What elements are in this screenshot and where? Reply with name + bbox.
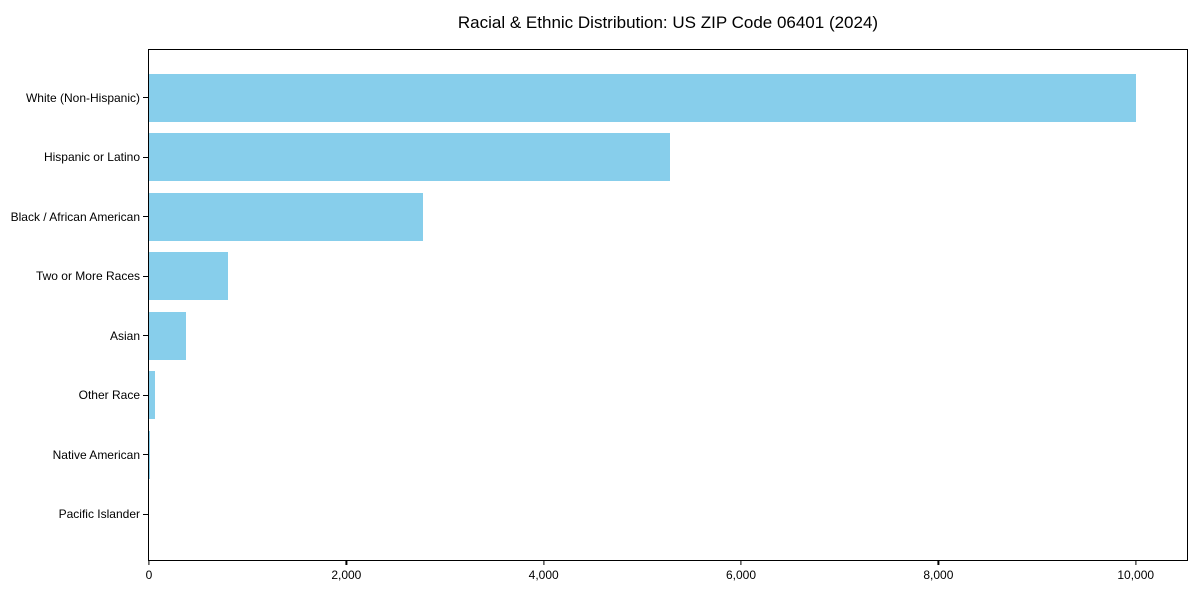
y-axis-label: Two or More Races — [35, 269, 140, 284]
y-axis-tick — [143, 394, 148, 396]
x-axis-tick — [740, 560, 742, 565]
y-axis-label: White (Non-Hispanic) — [25, 90, 140, 105]
y-axis-label: Other Race — [78, 388, 140, 403]
bar-two-or-more-races — [149, 252, 228, 301]
bar-white-non-hispanic — [149, 73, 1136, 122]
x-axis-tick-label: 10,000 — [1117, 568, 1155, 582]
x-axis-tick-label: 6,000 — [726, 568, 757, 582]
x-axis-tick — [148, 560, 150, 565]
y-axis-tick — [143, 513, 148, 515]
y-axis-tick — [143, 454, 148, 456]
bar-hispanic-or-latino — [149, 133, 670, 182]
bar-other-race — [149, 371, 156, 420]
y-axis-label: Hispanic or Latino — [43, 150, 140, 165]
y-axis-tick — [143, 275, 148, 277]
x-axis-tick-label: 0 — [145, 568, 153, 582]
x-axis-tick — [937, 560, 939, 565]
y-axis-label: Asian — [109, 328, 140, 343]
x-axis-tick-label: 2,000 — [331, 568, 362, 582]
y-axis-tick — [143, 216, 148, 218]
y-axis-label: Native American — [52, 447, 140, 462]
y-axis-tick — [143, 97, 148, 99]
y-axis-label: Black / African American — [10, 209, 140, 224]
y-axis-tick — [143, 335, 148, 337]
y-axis-tick — [143, 156, 148, 158]
x-axis-tick-label: 8,000 — [923, 568, 954, 582]
bar-black-african-american — [149, 192, 424, 241]
x-axis-tick — [1135, 560, 1137, 565]
plot-area: White (Non-Hispanic) Hispanic or Latino Bl… — [11, 49, 1188, 582]
x-axis-tick-label: 4,000 — [528, 568, 559, 582]
y-axis-label: Pacific Islander — [58, 507, 140, 522]
x-axis-tick — [345, 560, 347, 565]
x-axis-tick — [543, 560, 545, 565]
chart-title: Racial & Ethnic Distribution: US ZIP Cod… — [457, 13, 879, 32]
bar-asian — [149, 311, 186, 360]
bar-native-american — [149, 430, 151, 479]
